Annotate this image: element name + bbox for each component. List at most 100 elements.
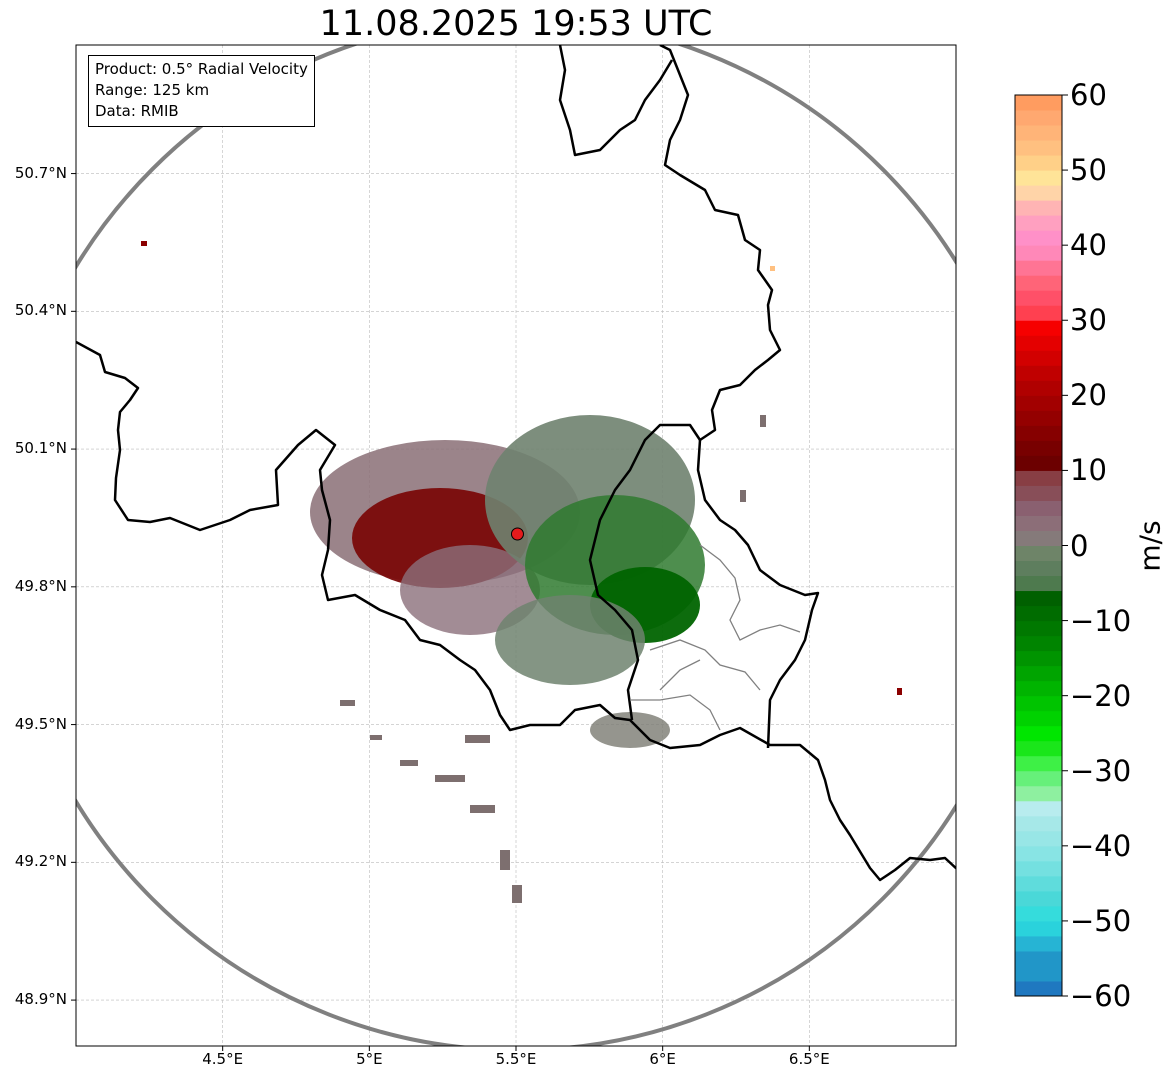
- info-data-source: Data: RMIB: [95, 102, 179, 120]
- echo-speck: [340, 700, 355, 706]
- echo-speck: [370, 735, 382, 740]
- echo-speck: [740, 490, 746, 502]
- colorbar-band: [1015, 560, 1062, 577]
- colorbar-band: [1015, 740, 1062, 757]
- colorbar-tick-label: 50: [1070, 153, 1107, 188]
- border-belgium-france: [76, 340, 956, 882]
- colorbar-band: [1015, 575, 1062, 592]
- border-belgium-luxembourg: [588, 45, 782, 721]
- colorbar-band: [1015, 275, 1062, 291]
- colorbar-band: [1015, 125, 1062, 141]
- colorbar-band: [1015, 830, 1062, 847]
- echo-speck: [770, 266, 775, 271]
- colorbar-unit-label: m/s: [1133, 520, 1167, 572]
- echo-speck: [400, 760, 418, 766]
- colorbar-tick-label: −10: [1070, 603, 1132, 638]
- colorbar-band: [1015, 800, 1062, 817]
- info-range: Range: 125 km: [95, 81, 210, 99]
- product-info-box: Product: 0.5° Radial Velocity Range: 125…: [88, 55, 315, 127]
- colorbar-band: [1015, 245, 1062, 261]
- x-tick-label: 6.5°E: [788, 1050, 830, 1068]
- y-tick-label: 49.5°N: [14, 714, 67, 733]
- colorbar-band: [1015, 305, 1062, 321]
- y-tick-marks: [71, 173, 76, 1001]
- colorbar-tick-label: −30: [1070, 753, 1132, 788]
- echo-speck: [512, 885, 522, 903]
- colorbar-band: [1015, 410, 1062, 426]
- colorbar-band: [1015, 710, 1062, 727]
- colorbar-tick-label: 60: [1070, 78, 1107, 112]
- border-north: [558, 45, 674, 157]
- y-tick-label: 50.4°N: [14, 301, 67, 320]
- colorbar-tick-label: 40: [1070, 228, 1107, 263]
- echo-speck: [897, 688, 902, 695]
- colorbar-tick-label: −40: [1070, 828, 1132, 863]
- echo-speck: [500, 850, 510, 870]
- colorbar-band: [1015, 905, 1062, 922]
- colorbar-band: [1015, 650, 1062, 667]
- colorbar-bands: [1015, 95, 1062, 997]
- colorbar-band: [1015, 230, 1062, 246]
- echo-speck: [465, 735, 490, 743]
- colorbar-band: [1015, 785, 1062, 802]
- colorbar-tick-marks: [1062, 94, 1068, 997]
- y-tick-label: 49.8°N: [14, 576, 67, 595]
- colorbar-band: [1015, 335, 1062, 351]
- colorbar-band: [1015, 620, 1062, 637]
- border-luxembourg-germany: [696, 439, 820, 749]
- echo-speck: [760, 415, 766, 427]
- map-title: 11.08.2025 19:53 UTC: [319, 4, 713, 44]
- x-tick-marks: [222, 1046, 810, 1051]
- colorbar-band: [1015, 290, 1062, 306]
- y-tick-label: 49.2°N: [14, 852, 67, 871]
- colorbar-tick-label: −50: [1070, 903, 1132, 938]
- y-tick-label: 50.7°N: [14, 163, 67, 182]
- colorbar-band: [1015, 395, 1062, 411]
- echo-speck: [435, 775, 465, 782]
- colorbar-band: [1015, 155, 1062, 171]
- radar-site-marker: [510, 527, 524, 541]
- x-tick-label: 4.5°E: [202, 1050, 244, 1068]
- colorbar-band: [1015, 890, 1062, 907]
- colorbar-band: [1015, 770, 1062, 787]
- colorbar-band: [1015, 950, 1062, 982]
- colorbar-band: [1015, 110, 1062, 126]
- info-product: Product: 0.5° Radial Velocity: [95, 60, 308, 78]
- colorbar-band: [1015, 920, 1062, 937]
- colorbar-band: [1015, 935, 1062, 952]
- admin-boundaries: [630, 544, 801, 731]
- colorbar-band: [1015, 545, 1062, 562]
- colorbar-band: [1015, 380, 1062, 396]
- colorbar-band: [1015, 185, 1062, 201]
- colorbar-band: [1015, 815, 1062, 832]
- colorbar-band: [1015, 980, 1062, 997]
- colorbar-band: [1015, 425, 1062, 441]
- colorbar-band: [1015, 440, 1062, 456]
- colorbar-band: [1015, 320, 1062, 336]
- colorbar-band: [1015, 515, 1062, 531]
- colorbar-band: [1015, 590, 1062, 607]
- x-tick-label: 6°E: [649, 1050, 676, 1068]
- colorbar-band: [1015, 665, 1062, 682]
- colorbar-band: [1015, 860, 1062, 877]
- y-tick-label: 48.9°N: [14, 990, 67, 1009]
- colorbar-tick-label: −60: [1070, 979, 1132, 1013]
- colorbar-band: [1015, 140, 1062, 156]
- colorbar-tick-label: 0: [1070, 528, 1089, 563]
- echo-speck: [470, 805, 495, 813]
- colorbar-tick-label: −20: [1070, 678, 1132, 713]
- colorbar-band: [1015, 350, 1062, 366]
- colorbar-band: [1015, 215, 1062, 231]
- colorbar-tick-label: 10: [1070, 453, 1107, 488]
- colorbar-band: [1015, 470, 1062, 486]
- colorbar-band: [1015, 365, 1062, 381]
- colorbar-band: [1015, 680, 1062, 697]
- echo-approaching-south: [495, 595, 645, 685]
- colorbar-band: [1015, 500, 1062, 516]
- colorbar-band: [1015, 845, 1062, 862]
- colorbar-band: [1015, 725, 1062, 742]
- colorbar-band: [1015, 95, 1062, 111]
- colorbar-band: [1015, 455, 1062, 471]
- colorbar-band: [1015, 530, 1062, 546]
